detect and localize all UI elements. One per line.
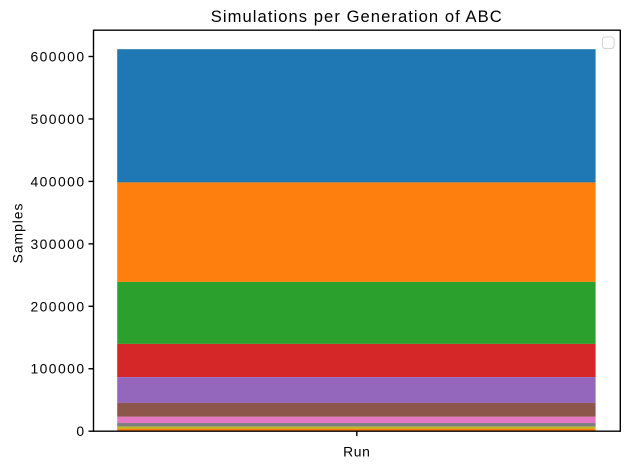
svg-text:0: 0 [76,423,85,439]
svg-text:Samples: Samples [10,203,26,264]
svg-text:Run: Run [343,444,370,460]
svg-text:600000: 600000 [30,48,85,64]
svg-text:400000: 400000 [30,173,85,189]
svg-text:100000: 100000 [30,361,85,377]
svg-text:Simulations per Generation of: Simulations per Generation of ABC [211,7,503,26]
svg-text:500000: 500000 [30,111,85,127]
svg-text:200000: 200000 [30,298,85,314]
svg-text:300000: 300000 [30,236,85,252]
